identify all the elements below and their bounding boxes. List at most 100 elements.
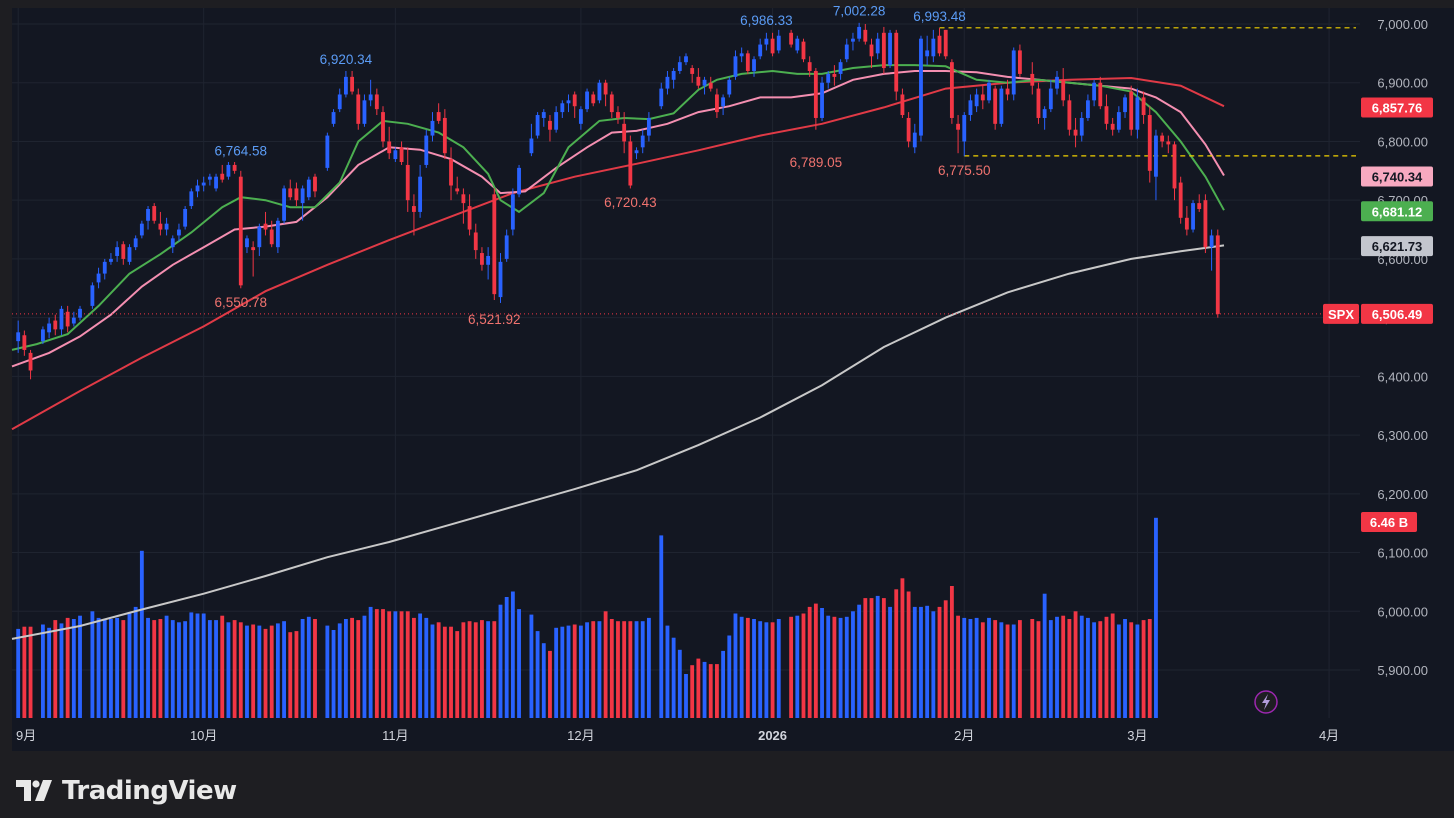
volume-bar	[424, 617, 429, 718]
candle-body	[22, 335, 27, 350]
candle-body	[1147, 115, 1152, 171]
price-tick-label: 6,100.00	[1377, 546, 1428, 561]
volume-bar	[28, 626, 33, 718]
volume-bar	[869, 598, 874, 718]
candle-body	[430, 120, 435, 136]
candle-body	[486, 255, 491, 265]
price-tag-box	[1361, 166, 1433, 187]
low-annotation: 6,521.92	[468, 312, 521, 327]
candle-body	[863, 29, 868, 42]
volume-bar	[572, 624, 577, 718]
candle-body	[1154, 135, 1158, 177]
candle-body	[881, 32, 886, 69]
candle-body	[115, 247, 120, 256]
candle-body	[1135, 97, 1140, 130]
candle-body	[789, 32, 794, 45]
candle-body	[1166, 141, 1171, 145]
volume-bar	[807, 606, 812, 718]
volume-bar	[1067, 619, 1072, 718]
candle-body	[90, 285, 95, 306]
volume-bar	[956, 615, 960, 718]
volume-bar	[362, 615, 367, 718]
candle-body	[591, 94, 596, 104]
sma20-line	[11, 64, 1225, 351]
candle-body	[980, 94, 985, 101]
volume-bar	[368, 606, 373, 718]
price-tick-label: 6,400.00	[1377, 369, 1428, 384]
candle-body	[356, 94, 361, 124]
candle-body	[1079, 117, 1084, 136]
time-axis-label: 12月	[567, 728, 594, 743]
candle-body	[1073, 129, 1078, 136]
volume-bar	[851, 611, 855, 718]
volume-bar	[962, 617, 967, 718]
volume-bar	[504, 597, 509, 718]
volume-bar	[405, 611, 410, 718]
volume-bar	[696, 658, 701, 718]
candle-body	[820, 82, 824, 118]
volume-tag-label: 6.46 B	[1370, 515, 1408, 530]
candle-body	[331, 112, 336, 124]
time-scale[interactable]	[12, 718, 1360, 751]
tradingview-brand[interactable]: TradingView	[16, 776, 237, 806]
candle-body	[158, 223, 163, 230]
volume-bar	[461, 622, 466, 718]
candle-body	[671, 70, 676, 80]
candle-body	[492, 194, 497, 295]
volume-bar	[486, 621, 491, 718]
volume-bar	[412, 617, 416, 718]
volume-bar	[597, 621, 602, 718]
candle-body	[399, 147, 404, 163]
price-scale[interactable]	[1360, 8, 1454, 718]
candle-body	[220, 173, 225, 180]
candle-body	[535, 115, 540, 136]
volume-bar	[832, 616, 837, 718]
volume-bar	[1005, 624, 1010, 718]
volume-bar	[121, 620, 126, 718]
candle-body	[974, 94, 979, 107]
candle-body	[294, 188, 299, 201]
candle-body	[152, 206, 157, 221]
volume-bar	[987, 617, 991, 718]
volume-bar	[1098, 621, 1103, 718]
candle-body	[640, 135, 645, 148]
volume-bar	[467, 621, 472, 718]
volume-bar	[844, 616, 849, 718]
candle-body	[1172, 144, 1177, 189]
candle-body	[943, 29, 948, 57]
volume-bar	[449, 626, 453, 718]
volume-bar	[220, 615, 225, 718]
volume-bar	[53, 620, 58, 718]
tradingview-logo-icon	[16, 780, 52, 801]
candle-body	[418, 176, 423, 212]
volume-bar	[183, 621, 188, 718]
volume-bar	[1116, 624, 1121, 718]
candle-body	[566, 100, 571, 104]
candle-body	[919, 38, 923, 136]
volume-bar	[232, 620, 237, 718]
volume-bar	[139, 550, 144, 718]
volume-bar	[356, 620, 361, 718]
volume-bar	[59, 623, 64, 718]
chart-pane[interactable]	[12, 8, 1360, 718]
price-tick-label: 6,300.00	[1377, 428, 1428, 443]
candle-body	[473, 232, 478, 251]
candle-body	[696, 76, 701, 86]
volume-bar	[170, 620, 175, 718]
volume-bar	[912, 606, 917, 718]
volume-bar	[628, 621, 633, 718]
candle-body	[121, 244, 126, 259]
lightning-icon	[1262, 694, 1270, 710]
candle-body	[1203, 200, 1208, 248]
candle-body	[727, 79, 732, 95]
low-annotation: 6,550.78	[215, 295, 268, 310]
volume-bar	[943, 600, 948, 718]
candle-body	[412, 206, 416, 212]
candle-body	[1005, 88, 1010, 95]
candle-body	[690, 68, 695, 74]
candle-body	[226, 164, 231, 177]
volume-bar	[22, 626, 27, 718]
volume-bar	[282, 621, 286, 718]
volume-bar	[109, 619, 113, 718]
